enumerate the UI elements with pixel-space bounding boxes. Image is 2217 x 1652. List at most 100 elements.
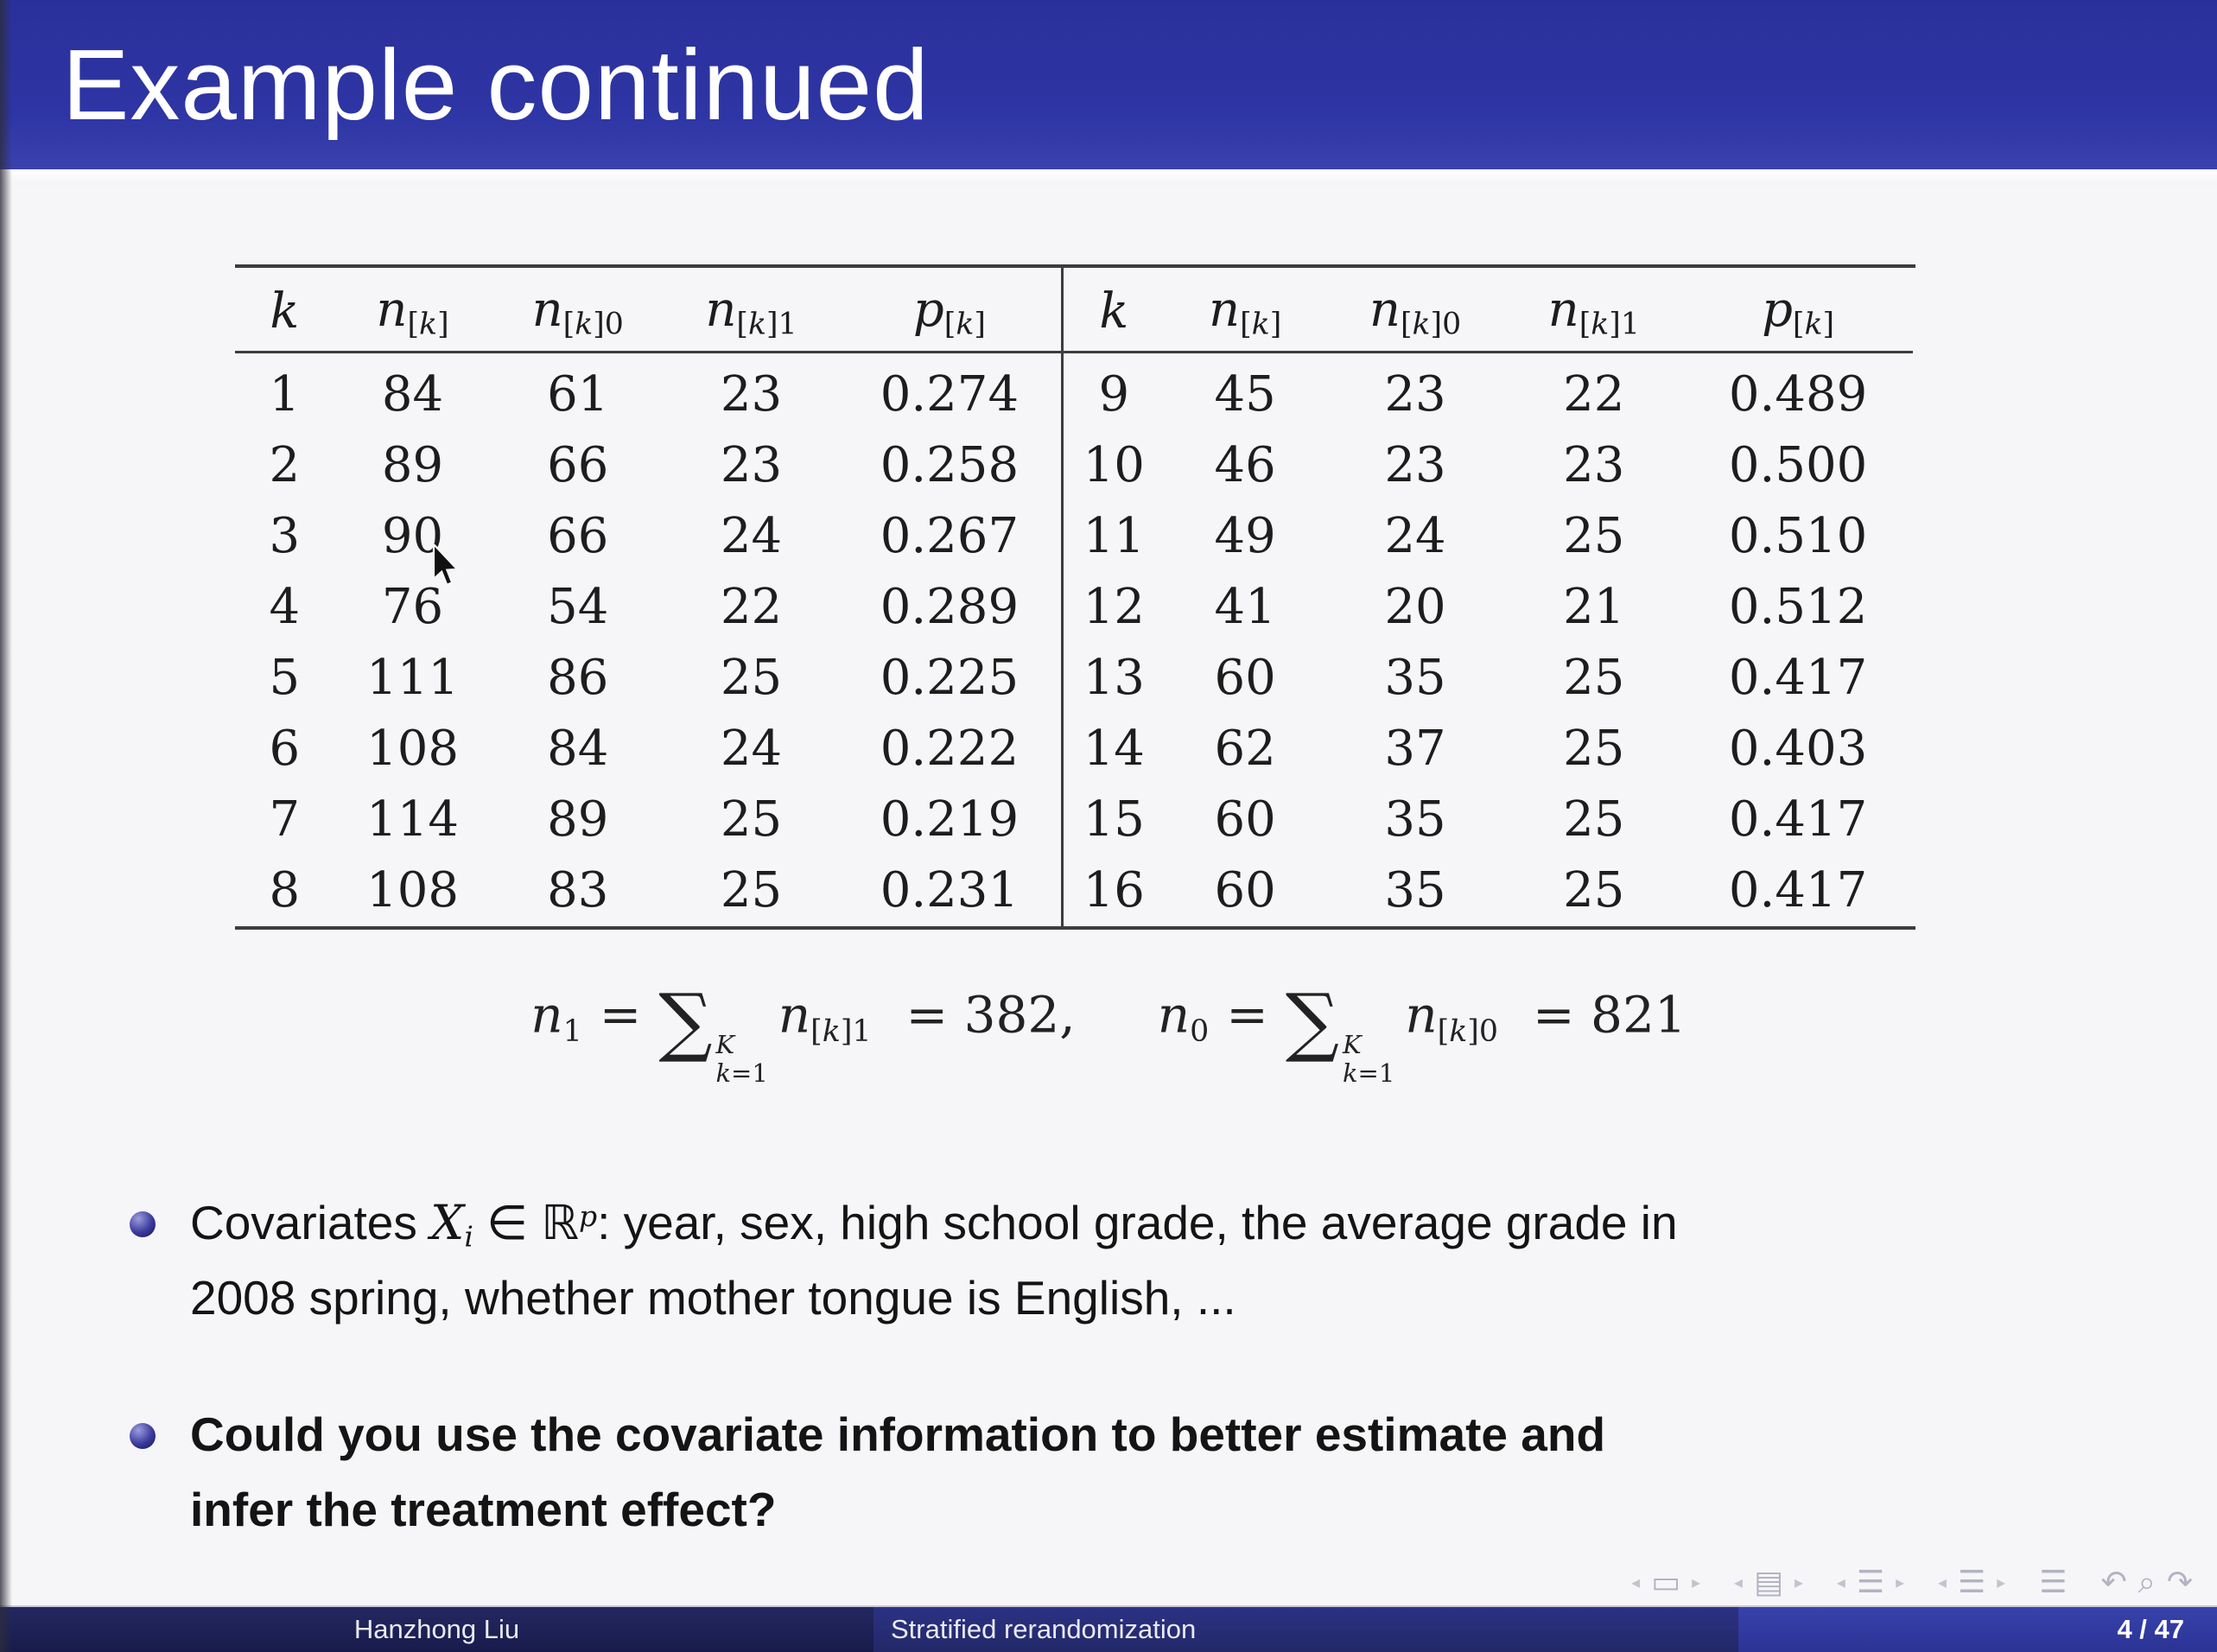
table-row: 13 60 35 25 0.417 — [1063, 643, 1914, 714]
table-row: 4 76 54 22 0.289 — [235, 572, 1061, 643]
table-cell: 22 — [1563, 366, 1625, 423]
table-cell: 108 — [366, 862, 459, 919]
table-cell: 0.403 — [1728, 721, 1868, 778]
nav-section-prev-icon[interactable]: ◂ — [1938, 1573, 1947, 1593]
table-cell: 25 — [720, 862, 783, 919]
nav-section-next-icon[interactable]: ▸ — [1997, 1573, 2006, 1593]
nav-frame-icon[interactable]: ▤ — [1753, 1565, 1783, 1600]
table-cell: 0.219 — [880, 791, 1020, 848]
table-cell: 0.512 — [1728, 579, 1868, 636]
column-header: n[k] — [1164, 268, 1326, 353]
table-cell: 0.231 — [880, 862, 1020, 919]
table-cell: 20 — [1384, 579, 1446, 636]
bullet-covariates-text: Covariates Xi ∈ ℝp: year, sex, high scho… — [190, 1185, 1678, 1336]
nav-subsection-next-icon[interactable]: ▸ — [1896, 1573, 1905, 1593]
table-cell: 21 — [1563, 579, 1625, 636]
table-row: 6 108 84 24 0.222 — [235, 714, 1061, 785]
table-cell: 66 — [547, 508, 609, 565]
table-cell: 3 — [269, 508, 301, 565]
nav-forward-icon[interactable]: ↷ — [2166, 1565, 2193, 1600]
table-cell: 6 — [269, 721, 301, 778]
footer-deck-title: Stratified rerandomization — [891, 1614, 1197, 1644]
nav-slide-icon[interactable]: ▭ — [1651, 1565, 1681, 1600]
nav-slide-next-icon[interactable]: ▸ — [1692, 1573, 1700, 1593]
table-cell: 0.417 — [1728, 791, 1868, 848]
nav-back-icon[interactable]: ↶ — [2100, 1565, 2127, 1600]
table-cell: 90 — [381, 508, 444, 565]
table-cell: 0.289 — [880, 579, 1020, 636]
table-cell: 4 — [269, 579, 301, 636]
table-row: 1 84 61 23 0.274 — [235, 352, 1061, 430]
bullet-list: Covariates Xi ∈ ℝp: year, sex, high scho… — [130, 1185, 2217, 1548]
table-row: 8 108 83 25 0.231 — [235, 855, 1061, 926]
table-cell: 0.500 — [1728, 437, 1868, 494]
table-row: 9 45 23 22 0.489 — [1063, 352, 1914, 430]
table-row: 3 90 66 24 0.267 — [235, 501, 1061, 572]
table-cell: 83 — [547, 862, 609, 919]
nav-search-icon[interactable]: ⌕ — [2138, 1565, 2156, 1600]
table-cell: 25 — [1563, 650, 1625, 707]
table-cell: 60 — [1214, 791, 1276, 848]
slide-body: k n[k] n[k]0 n[k]1 p[k] 1 84 61 23 0.274 2 89 66 23 0… — [0, 264, 2217, 1547]
column-header: n[k] — [334, 268, 492, 353]
table-cell: 66 — [547, 437, 609, 494]
table-cell: 25 — [720, 650, 783, 707]
nav-section-icon[interactable]: ☰ — [1957, 1565, 1986, 1600]
table-cell: 61 — [547, 366, 609, 423]
table-cell: 84 — [547, 721, 609, 778]
nav-frame-prev-icon[interactable]: ◂ — [1734, 1573, 1743, 1593]
table-cell: 23 — [1384, 437, 1446, 494]
table-cell: 22 — [720, 579, 783, 636]
table-cell: 0.258 — [880, 437, 1020, 494]
column-header: n[k]0 — [491, 268, 665, 353]
table-row: 5 111 86 25 0.225 — [235, 643, 1061, 714]
table-cell: 8 — [269, 862, 301, 919]
beamer-nav-symbols: ◂ ▭ ▸ ◂ ▤ ▸ ◂ ☰ ▸ ◂ ☰ ▸ ☰ ↶ ⌕ ↷ — [1631, 1567, 2193, 1598]
table-header-row: k n[k] n[k]0 n[k]1 p[k] — [1062, 268, 1913, 353]
table-cell: 62 — [1214, 721, 1276, 778]
footer-author-box: Hanzhong Liu — [0, 1607, 873, 1652]
table-cell: 25 — [1563, 862, 1625, 919]
table-cell: 35 — [1384, 791, 1446, 848]
table-cell: 2 — [269, 437, 301, 494]
nav-appendix-icon[interactable]: ☰ — [2039, 1565, 2068, 1600]
column-header: n[k]1 — [1504, 268, 1684, 353]
bullet-line: Covariates Xi ∈ ℝp: year, sex, high scho… — [190, 1194, 1678, 1253]
table-cell: 15 — [1083, 791, 1145, 848]
table-cell: 14 — [1083, 721, 1145, 778]
table-row: 15 60 35 25 0.417 — [1063, 785, 1914, 855]
table-cell: 9 — [1098, 366, 1130, 423]
table-row: 2 89 66 23 0.258 — [235, 430, 1061, 501]
nav-subsection-icon[interactable]: ☰ — [1856, 1565, 1885, 1600]
table-cell: 114 — [366, 791, 459, 848]
table-cell: 23 — [720, 366, 783, 423]
table-cell: 7 — [269, 791, 301, 848]
table-row: 16 60 35 25 0.417 — [1063, 855, 1914, 926]
column-header: n[k]0 — [1325, 268, 1505, 353]
table-cell: 1 — [269, 366, 301, 423]
table-cell: 37 — [1384, 721, 1446, 778]
table-row: 7 114 89 25 0.219 — [235, 785, 1061, 855]
table-cell: 23 — [1384, 366, 1446, 423]
table-cell: 11 — [1083, 508, 1145, 565]
table-cell: 0.417 — [1728, 862, 1868, 919]
table-row: 11 49 24 25 0.510 — [1063, 501, 1914, 572]
nav-slide-prev-icon[interactable]: ◂ — [1631, 1573, 1641, 1593]
table-cell: 16 — [1083, 862, 1145, 919]
table-cell: 41 — [1214, 579, 1276, 636]
table-cell: 108 — [366, 721, 459, 778]
footer-page-box: 4 / 47 — [1737, 1607, 2217, 1652]
table-cell: 24 — [720, 721, 783, 778]
table-cell: 0.222 — [880, 721, 1020, 778]
table-cell: 25 — [720, 791, 783, 848]
nav-frame-next-icon[interactable]: ▸ — [1794, 1573, 1803, 1593]
table-cell: 10 — [1083, 437, 1145, 494]
bullet-question-text: Could you use the covariate information … — [190, 1397, 1605, 1547]
table-cell: 54 — [547, 579, 609, 636]
nav-subsection-prev-icon[interactable]: ◂ — [1836, 1573, 1845, 1593]
strata-table-left: k n[k] n[k]0 n[k]1 p[k] 1 84 61 23 0.274 2 89 66 23 0… — [235, 268, 1061, 926]
table-cell: 24 — [720, 508, 783, 565]
bullet-line: 2008 spring, whether mother tongue is En… — [190, 1270, 1236, 1325]
column-header: p[k] — [837, 268, 1061, 353]
